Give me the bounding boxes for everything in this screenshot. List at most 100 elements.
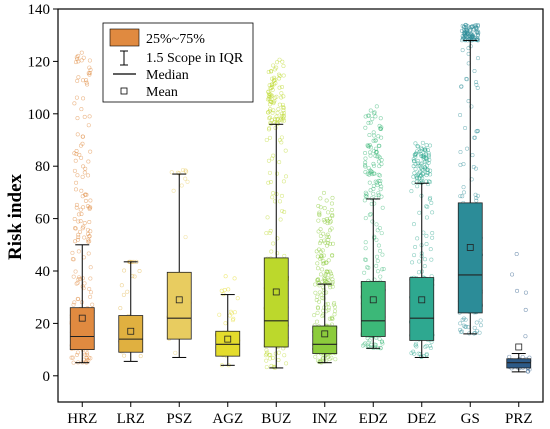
data-point <box>424 233 429 238</box>
outlier-point <box>416 144 421 149</box>
data-point <box>229 311 234 316</box>
outlier-point <box>319 254 324 259</box>
outlier-point <box>73 158 78 163</box>
outlier-point <box>368 108 373 113</box>
outlier-point <box>325 218 330 223</box>
outlier-point <box>475 30 480 35</box>
data-point <box>322 305 327 310</box>
data-point <box>264 358 269 363</box>
outlier-point <box>266 89 271 94</box>
data-point <box>475 328 480 333</box>
outlier-point <box>369 196 374 201</box>
outlier-point <box>86 239 91 244</box>
outlier-point <box>87 234 92 239</box>
outlier-point <box>427 143 432 148</box>
data-point <box>333 357 338 362</box>
outlier-point <box>371 161 376 166</box>
outlier-point <box>85 82 90 87</box>
legend-box-swatch <box>109 28 140 47</box>
outlier-point <box>368 120 373 125</box>
outlier-point <box>369 169 374 174</box>
box-agz <box>214 274 241 368</box>
iqr-box <box>409 277 435 341</box>
data-point <box>315 310 320 315</box>
data-point <box>70 250 75 255</box>
outlier-point <box>426 151 431 156</box>
data-point <box>464 324 469 329</box>
data-point <box>507 354 512 359</box>
data-point <box>279 193 284 198</box>
data-point <box>424 352 429 357</box>
outlier-point <box>269 86 274 91</box>
outlier-point <box>76 75 81 80</box>
outlier-point <box>268 121 273 126</box>
data-point <box>430 235 435 240</box>
data-point <box>377 226 382 231</box>
outlier-point <box>462 24 467 29</box>
data-point <box>331 302 336 307</box>
outlier-point <box>324 243 329 248</box>
outlier-point <box>467 31 472 36</box>
data-point <box>275 171 280 176</box>
outlier-point <box>82 235 87 240</box>
data-point <box>458 327 463 332</box>
outlier-point <box>322 277 327 282</box>
outlier-point <box>320 248 325 253</box>
data-point <box>266 158 271 163</box>
data-point <box>326 305 331 310</box>
outlier-point <box>379 157 384 162</box>
outlier-point <box>272 95 277 100</box>
data-point <box>415 184 420 189</box>
outlier-point <box>371 186 376 191</box>
outlier-point <box>79 188 84 193</box>
data-point <box>317 299 322 304</box>
data-point <box>267 135 272 140</box>
outlier-point <box>279 95 284 100</box>
data-point <box>372 235 377 240</box>
outlier-point <box>515 288 520 293</box>
data-point <box>379 339 384 344</box>
outlier-point <box>281 114 286 119</box>
outlier-point <box>276 107 281 112</box>
y-tick-label: 100 <box>28 107 51 123</box>
outlier-point <box>320 279 325 284</box>
outlier-point <box>428 172 433 177</box>
outlier-point <box>363 125 368 130</box>
data-point <box>417 210 422 215</box>
data-point <box>370 345 375 350</box>
data-point <box>415 236 420 241</box>
x-tick-label: INZ <box>312 411 337 427</box>
outlier-point <box>72 168 77 173</box>
data-point <box>464 76 469 81</box>
outlier-point <box>367 180 372 185</box>
outlier-point <box>272 78 277 83</box>
legend: 25%~75% 1.5 Scope in IQR Median Mean <box>102 22 254 103</box>
data-point <box>179 183 184 188</box>
data-point <box>315 319 320 324</box>
outlier-point <box>470 34 475 39</box>
outlier-point <box>74 95 79 100</box>
data-point <box>424 204 429 209</box>
outlier-point <box>364 192 369 197</box>
data-point <box>422 264 427 269</box>
outlier-point <box>330 212 335 217</box>
outlier-point <box>268 115 273 120</box>
outlier-point <box>523 334 528 339</box>
mean-marker <box>78 314 86 322</box>
outlier-point <box>363 163 368 168</box>
data-point <box>525 369 530 374</box>
outlier-point <box>275 110 280 115</box>
outlier-point <box>423 166 428 171</box>
outlier-point <box>274 114 279 119</box>
outlier-point <box>329 201 334 206</box>
data-point <box>374 237 379 242</box>
data-point <box>70 257 75 262</box>
data-point <box>430 210 435 215</box>
outlier-point <box>318 272 323 277</box>
outlier-point <box>274 60 279 65</box>
data-point <box>267 352 272 357</box>
data-point <box>273 125 278 130</box>
outlier-point <box>327 269 332 274</box>
outlier-point <box>72 101 77 106</box>
outlier-point <box>464 29 469 34</box>
